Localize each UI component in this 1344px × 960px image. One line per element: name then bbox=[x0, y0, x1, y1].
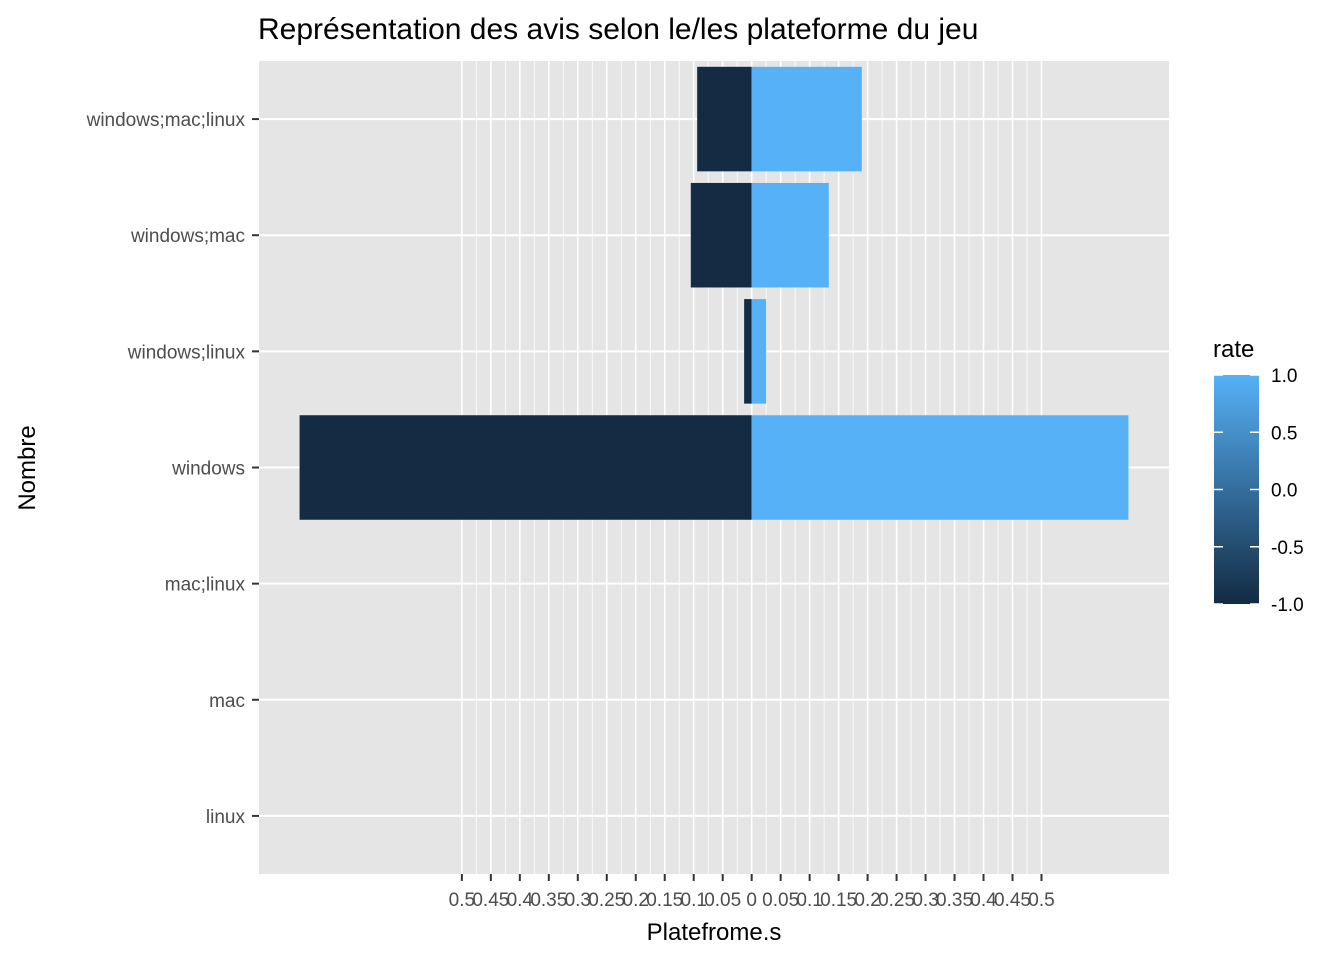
x-tick-label: 0.35 bbox=[530, 890, 567, 911]
legend-title: rate bbox=[1213, 336, 1254, 363]
legend-tick-label: -1.0 bbox=[1271, 595, 1304, 616]
x-tick-label: 0.45 bbox=[994, 890, 1031, 911]
x-tick-label: 0.05 bbox=[704, 890, 741, 911]
x-tick-label: 0.1 bbox=[681, 890, 707, 911]
x-tick-label: 0.5 bbox=[1028, 890, 1054, 911]
bar bbox=[299, 415, 752, 520]
legend: rate 1.0 0.5 0.0 -0.5 -1.0 bbox=[1213, 336, 1304, 616]
y-tick-label: windows;mac;linux bbox=[86, 110, 246, 131]
legend-tick-label: 1.0 bbox=[1271, 366, 1297, 387]
y-tick-label: mac bbox=[209, 691, 245, 712]
x-axis-title: Platefrome.s bbox=[647, 919, 782, 946]
y-tick-label: linux bbox=[206, 807, 246, 828]
bars bbox=[299, 66, 1129, 520]
y-axis: windows;mac;linux windows;mac windows;linu… bbox=[86, 110, 259, 828]
x-tick-label: 0.05 bbox=[762, 890, 799, 911]
legend-tick-label: 0.5 bbox=[1271, 423, 1297, 444]
y-tick-label: windows;linux bbox=[127, 342, 246, 363]
x-tick-label: 0.25 bbox=[588, 890, 625, 911]
bar bbox=[744, 299, 752, 404]
y-tick-label: windows bbox=[171, 459, 245, 480]
chart-title: Représentation des avis selon le/les pla… bbox=[258, 13, 978, 46]
bar bbox=[751, 415, 1129, 520]
bar bbox=[751, 66, 862, 172]
y-tick-label: mac;linux bbox=[165, 575, 246, 596]
x-axis: 0.50.450.40.350.30.250.20.150.10.05 0 0.05… bbox=[449, 874, 1055, 911]
bar bbox=[697, 66, 752, 172]
x-tick-label: 0.15 bbox=[820, 890, 857, 911]
x-tick-label: 0.2 bbox=[854, 890, 880, 911]
y-tick-label: windows;mac bbox=[130, 226, 245, 247]
x-tick-label: 0.1 bbox=[796, 890, 822, 911]
legend-tick-label: 0.0 bbox=[1271, 481, 1297, 502]
bar bbox=[751, 299, 767, 404]
x-tick-label: 0.15 bbox=[646, 890, 683, 911]
x-tick-label: 0.2 bbox=[623, 890, 649, 911]
x-tick-label: 0.35 bbox=[936, 890, 973, 911]
y-axis-title: Nombre bbox=[14, 425, 41, 510]
bar bbox=[690, 182, 752, 288]
bar bbox=[751, 182, 829, 288]
x-tick-label: 0.4 bbox=[507, 890, 534, 911]
x-tick-label: 0.45 bbox=[472, 890, 509, 911]
legend-tick-label: -0.5 bbox=[1271, 538, 1304, 559]
x-tick-label: 0.3 bbox=[912, 890, 938, 911]
x-tick-label: 0.4 bbox=[970, 890, 997, 911]
x-tick-label: 0.5 bbox=[449, 890, 475, 911]
x-tick-label: 0.3 bbox=[565, 890, 591, 911]
x-tick-label: 0.25 bbox=[878, 890, 915, 911]
x-tick-label: 0 bbox=[746, 890, 757, 911]
